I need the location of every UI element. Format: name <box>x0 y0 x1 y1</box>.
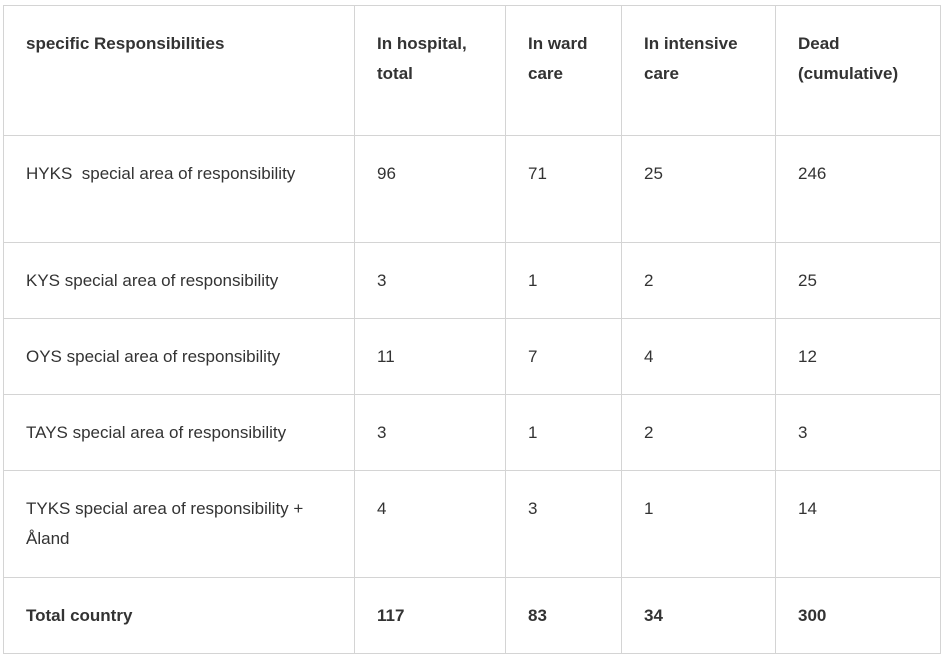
table-cell: 34 <box>621 577 776 654</box>
row-label: KYS special area of responsibility <box>3 242 355 319</box>
table-cell: 96 <box>354 135 506 243</box>
table-cell: 300 <box>775 577 941 654</box>
row-label: TYKS special area of responsibility + Ål… <box>3 470 355 578</box>
table-cell: 2 <box>621 394 776 471</box>
table-cell: 4 <box>621 318 776 395</box>
row-label: OYS special area of responsibility <box>3 318 355 395</box>
table-cell: 3 <box>354 242 506 319</box>
table-row: TAYS special area of responsibility 3 1 2 3 <box>3 394 941 471</box>
table-cell: 1 <box>505 242 622 319</box>
table-cell: 1 <box>505 394 622 471</box>
table-cell: 25 <box>621 135 776 243</box>
table-row: OYS special area of responsibility 11 7 4 12 <box>3 318 941 395</box>
header-cell: Dead (cumulative) <box>775 5 941 136</box>
header-cell: In hospital, total <box>354 5 506 136</box>
table-cell: 1 <box>621 470 776 578</box>
header-cell: In ward care <box>505 5 622 136</box>
table-cell: 2 <box>621 242 776 319</box>
table-cell: 4 <box>354 470 506 578</box>
data-table: specific Responsibilities In hospital, to… <box>3 5 941 654</box>
table-row: KYS special area of responsibility 3 1 2 25 <box>3 242 941 319</box>
table-cell: 117 <box>354 577 506 654</box>
table-cell: 7 <box>505 318 622 395</box>
table-cell: 71 <box>505 135 622 243</box>
header-cell: In intensive care <box>621 5 776 136</box>
table-cell: 14 <box>775 470 941 578</box>
table-cell: 83 <box>505 577 622 654</box>
header-row: specific Responsibilities In hospital, to… <box>3 5 941 136</box>
header-cell: specific Responsibilities <box>3 5 355 136</box>
table-head: specific Responsibilities In hospital, to… <box>3 5 941 136</box>
table-cell: 3 <box>775 394 941 471</box>
table-cell: 3 <box>505 470 622 578</box>
table-body: HYKS special area of responsibility 96 71 2… <box>3 135 941 654</box>
table-cell: 12 <box>775 318 941 395</box>
row-label: Total country <box>3 577 355 654</box>
table-cell: 11 <box>354 318 506 395</box>
table-row: TYKS special area of responsibility + Ål… <box>3 470 941 578</box>
row-label: TAYS special area of responsibility <box>3 394 355 471</box>
table-cell: 25 <box>775 242 941 319</box>
table-row: HYKS special area of responsibility 96 71 2… <box>3 135 941 243</box>
table-cell: 3 <box>354 394 506 471</box>
table-cell: 246 <box>775 135 941 243</box>
total-row: Total country 117 83 34 300 <box>3 577 941 654</box>
row-label: HYKS special area of responsibility <box>3 135 355 243</box>
